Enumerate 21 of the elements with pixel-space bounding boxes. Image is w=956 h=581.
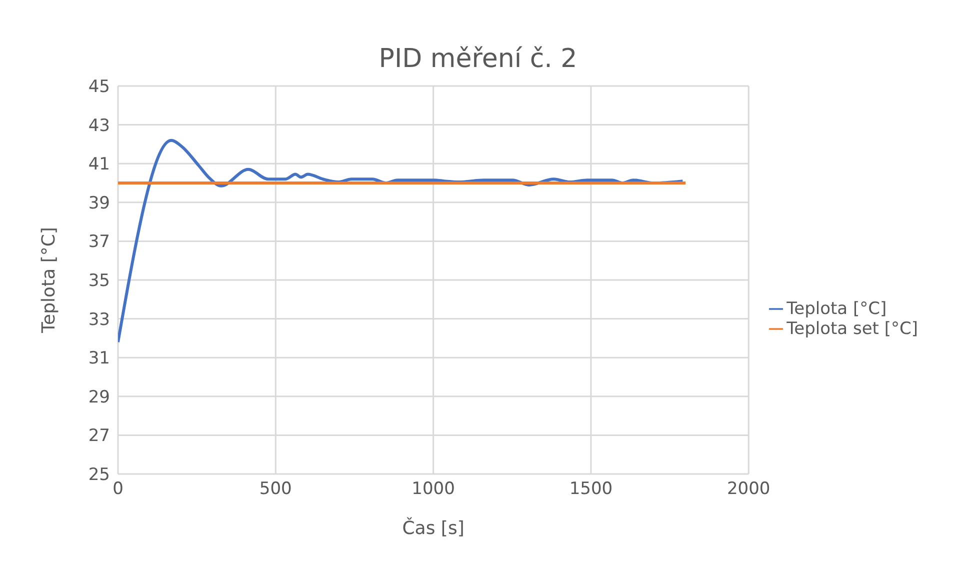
y-tick-label: 43 bbox=[88, 116, 110, 136]
y-tick-label: 33 bbox=[88, 310, 110, 330]
y-axis-title: Teplota [°C] bbox=[38, 227, 60, 334]
x-tick-label: 0 bbox=[112, 479, 124, 500]
y-tick-label: 45 bbox=[88, 77, 110, 98]
x-tick-label: 500 bbox=[259, 479, 292, 500]
y-tick-label: 27 bbox=[88, 426, 110, 446]
x-tick-label: 1500 bbox=[569, 479, 613, 500]
legend-label: Teplota [°C] bbox=[786, 299, 887, 319]
y-tick-label: 31 bbox=[88, 348, 110, 369]
y-tick-label: 25 bbox=[88, 465, 110, 486]
legend-label: Teplota set [°C] bbox=[786, 319, 918, 339]
y-tick-label: 39 bbox=[88, 193, 110, 214]
y-tick-label: 35 bbox=[88, 271, 110, 292]
chart-title: PID měření č. 2 bbox=[378, 43, 578, 74]
y-tick-label: 37 bbox=[88, 232, 110, 252]
x-tick-label: 2000 bbox=[726, 479, 770, 500]
y-tick-label: 41 bbox=[88, 154, 110, 175]
x-tick-label: 1000 bbox=[412, 479, 455, 500]
y-tick-label: 29 bbox=[88, 387, 110, 408]
x-axis-title: Čas [s] bbox=[402, 517, 464, 539]
